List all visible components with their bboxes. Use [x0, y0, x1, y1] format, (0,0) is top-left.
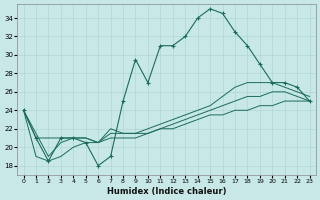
X-axis label: Humidex (Indice chaleur): Humidex (Indice chaleur) [107, 187, 226, 196]
